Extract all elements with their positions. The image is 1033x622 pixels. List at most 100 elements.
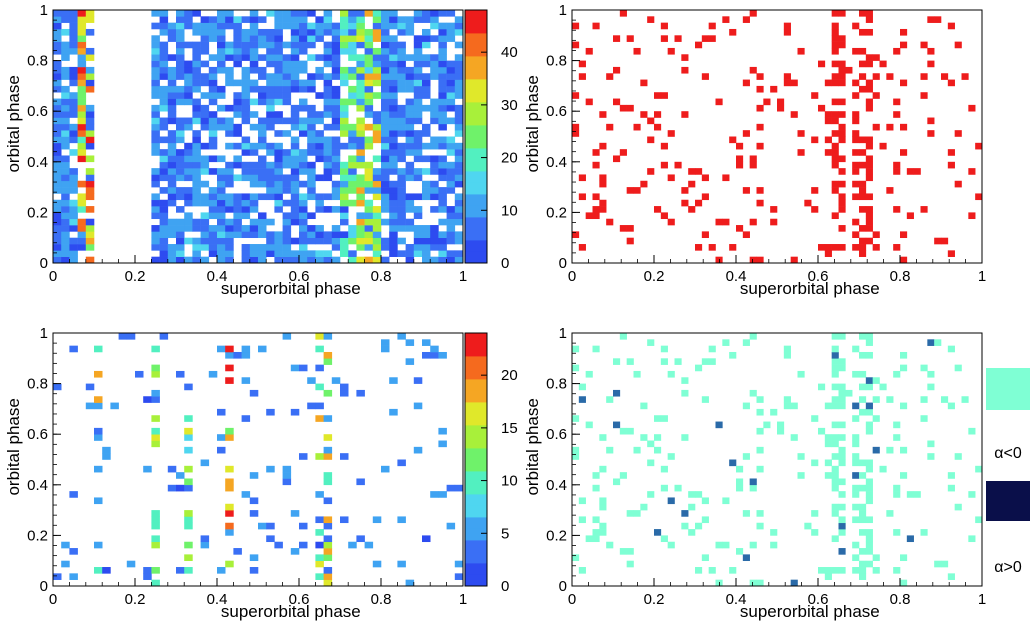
heatmap-cell xyxy=(151,47,160,55)
heatmap-cell xyxy=(85,142,95,150)
heatmap-cell xyxy=(61,231,70,239)
heatmap-cell xyxy=(438,193,447,201)
heatmap-cell xyxy=(356,212,365,220)
heatmap-cell xyxy=(454,250,464,257)
heatmap-cell xyxy=(633,47,641,55)
heatmap-cell xyxy=(606,446,614,454)
heatmap-cell xyxy=(865,168,873,175)
heatmap-cell xyxy=(225,560,234,568)
heatmap-cell xyxy=(961,73,969,80)
heatmap-cell xyxy=(838,389,846,397)
heatmap-cell xyxy=(323,579,333,587)
heatmap-cell xyxy=(783,73,791,80)
heatmap-cell xyxy=(167,225,177,232)
heatmap-cell xyxy=(315,237,324,245)
heatmap-cell xyxy=(307,174,316,182)
heatmap-cell xyxy=(69,73,78,80)
heatmap-cell xyxy=(299,98,308,106)
heatmap-cell xyxy=(167,155,177,163)
heatmap-cell xyxy=(208,142,218,150)
heatmap-cell xyxy=(307,212,316,220)
heatmap-cell xyxy=(167,168,177,175)
heatmap-cell xyxy=(804,522,812,530)
heatmap-cell xyxy=(422,79,431,87)
heatmap-cell xyxy=(258,85,267,93)
heatmap-cell xyxy=(454,199,464,207)
heatmap-cell xyxy=(838,383,846,391)
x-tick-label: 1 xyxy=(459,268,467,285)
heatmap-cell xyxy=(53,66,62,74)
heatmap-cell xyxy=(266,535,275,543)
heatmap-cell xyxy=(307,237,316,245)
heatmap-cell xyxy=(217,66,226,74)
heatmap-cell xyxy=(947,573,955,580)
heatmap-cell xyxy=(599,111,607,118)
heatmap-cell xyxy=(660,535,668,543)
heatmap-cell xyxy=(258,174,267,182)
heatmap-cell xyxy=(599,142,607,150)
heatmap-cell xyxy=(85,231,95,239)
heatmap-cell xyxy=(454,560,464,568)
heatmap-cell xyxy=(167,92,177,99)
heatmap-cell xyxy=(422,73,431,80)
heatmap-cell xyxy=(381,16,390,23)
heatmap-cell xyxy=(364,136,374,144)
heatmap-cell xyxy=(736,548,744,555)
heatmap-cell xyxy=(249,206,259,213)
heatmap-cell xyxy=(208,16,218,23)
heatmap-cell xyxy=(299,16,308,23)
heatmap-cell xyxy=(865,351,873,359)
legend: α<0α>0 xyxy=(986,368,1030,576)
heatmap-cell xyxy=(184,237,193,245)
heatmap-cell xyxy=(85,123,95,131)
heatmap-cell xyxy=(323,358,333,365)
heatmap-cell xyxy=(53,85,62,93)
heatmap-cell xyxy=(756,510,764,517)
heatmap-cell xyxy=(454,104,464,112)
heatmap-cell xyxy=(446,79,456,87)
heatmap-cell xyxy=(927,383,935,391)
heatmap-cell xyxy=(340,66,349,74)
heatmap-cell xyxy=(331,155,341,163)
colorbar-tick-label: 0 xyxy=(501,255,509,272)
heatmap-cell xyxy=(865,421,873,429)
heatmap-cell xyxy=(159,47,169,55)
heatmap-cell xyxy=(159,256,169,264)
heatmap-cell xyxy=(274,193,283,201)
heatmap-cell xyxy=(831,472,839,479)
colorbar-segment xyxy=(465,425,487,437)
heatmap-cell xyxy=(323,155,333,163)
heatmap-cell xyxy=(667,130,675,137)
heatmap-cell xyxy=(865,79,873,87)
heatmap-cell xyxy=(865,516,873,524)
heatmap-cell xyxy=(77,117,87,125)
heatmap-cell xyxy=(397,168,406,175)
heatmap-cell xyxy=(446,10,456,17)
heatmap-cell xyxy=(274,85,283,93)
heatmap-cell xyxy=(422,41,431,49)
heatmap-cell xyxy=(454,130,464,137)
heatmap-cell xyxy=(430,345,439,353)
heatmap-cell xyxy=(225,117,234,125)
heatmap-cell xyxy=(184,60,193,68)
heatmap-cell xyxy=(167,174,177,182)
heatmap-cell xyxy=(217,104,226,112)
heatmap-cell xyxy=(94,434,103,441)
heatmap-cell xyxy=(831,567,839,574)
heatmap-cell xyxy=(364,123,374,131)
heatmap-cell xyxy=(184,149,193,156)
heatmap-cell xyxy=(372,16,382,23)
colorbar-segment xyxy=(465,90,487,103)
y-tick-label: 0.6 xyxy=(27,103,48,120)
heatmap-cell xyxy=(266,174,275,182)
heatmap-cell xyxy=(413,104,423,112)
heatmap-cell xyxy=(413,250,423,257)
heatmap-cell xyxy=(348,123,357,131)
heatmap-cell xyxy=(906,535,914,543)
panel-bottom-left: 0 0.2 0.4 0.6 0.8 100.20.40.60.81superorbital… xyxy=(4,325,518,621)
heatmap-cell xyxy=(578,396,586,403)
heatmap-cell xyxy=(61,130,70,137)
heatmap-cell xyxy=(372,231,382,239)
heatmap-cell xyxy=(184,10,193,17)
